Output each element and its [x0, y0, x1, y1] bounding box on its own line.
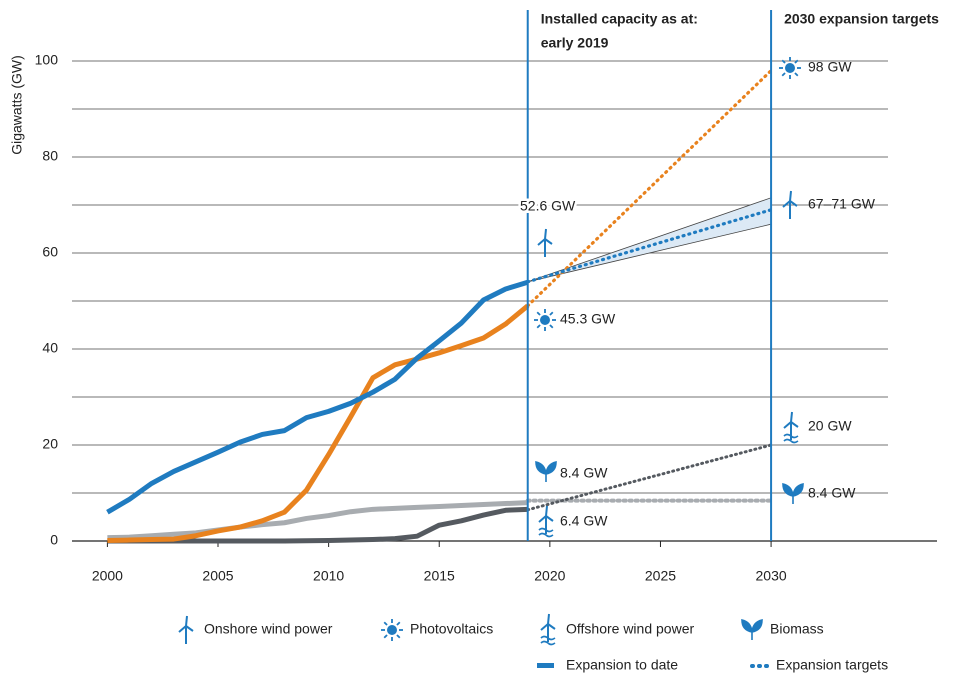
x-tick-label: 2010	[313, 568, 344, 584]
annotation: 20 GW	[808, 418, 852, 434]
legend-label: Biomass	[770, 621, 824, 637]
sun-icon	[387, 625, 397, 635]
leaf-icon	[782, 483, 804, 504]
sun-ray	[396, 621, 401, 626]
x-tick-label: 2020	[534, 568, 565, 584]
wind-icon	[540, 613, 556, 642]
legend-label: Expansion to date	[566, 657, 678, 673]
y-tick-label: 80	[42, 148, 58, 164]
annotation: 52.6 GW	[520, 198, 576, 214]
sun-icon	[785, 63, 795, 73]
legend-label: Offshore wind power	[566, 621, 694, 637]
wind-icon	[782, 190, 798, 219]
wind-icon	[538, 505, 554, 534]
sun-ray	[794, 59, 799, 64]
wind-icon	[783, 411, 799, 440]
sun-ray	[383, 634, 388, 639]
x-tick-label: 2000	[92, 568, 123, 584]
leaf-icon	[741, 619, 763, 640]
series-line	[107, 303, 530, 544]
annotation: 98 GW	[808, 59, 852, 75]
reference-label: early 2019	[541, 35, 609, 51]
sun-icon	[540, 315, 550, 325]
x-tick-label: 2005	[202, 568, 233, 584]
sun-ray	[396, 634, 401, 639]
series-line	[106, 279, 529, 515]
y-tick-label: 0	[50, 532, 58, 548]
legend-label: Expansion targets	[776, 657, 888, 673]
target-line	[526, 68, 773, 308]
annotation: 45.3 GW	[560, 311, 616, 327]
annotation: 6.4 GW	[560, 513, 608, 529]
y-axis-label: Gigawatts (GW)	[9, 55, 25, 155]
legend-label: Onshore wind power	[204, 621, 333, 637]
leaf-icon	[535, 461, 557, 482]
wave-icon	[783, 433, 799, 444]
legend-swatch-solid	[537, 663, 554, 668]
sun-ray	[383, 621, 388, 626]
annotation: 8.4 GW	[808, 485, 856, 501]
sun-ray	[536, 311, 541, 316]
legend-label: Photovoltaics	[410, 621, 493, 637]
icons	[178, 57, 804, 646]
sun-ray	[781, 59, 786, 64]
reference-label: Installed capacity as at:	[541, 11, 698, 27]
y-tick-label: 40	[42, 340, 58, 356]
wind-icon	[178, 615, 194, 644]
wind-icon	[537, 228, 553, 257]
target-line	[526, 208, 773, 284]
sun-ray	[549, 311, 554, 316]
target-line	[526, 443, 773, 512]
sun-ray	[536, 324, 541, 329]
annotation: 8.4 GW	[560, 465, 608, 481]
reference-label: 2030 expansion targets	[784, 11, 939, 27]
annotation: 67–71 GW	[808, 196, 876, 212]
wave-icon	[540, 635, 556, 646]
wave-icon	[538, 527, 554, 538]
series-line	[107, 500, 528, 541]
sun-ray	[549, 324, 554, 329]
sun-ray	[781, 72, 786, 77]
x-tick-label: 2025	[645, 568, 676, 584]
x-tick-label: 2030	[756, 568, 787, 584]
y-tick-label: 60	[42, 244, 58, 260]
sun-ray	[794, 72, 799, 77]
x-tick-label: 2015	[424, 568, 455, 584]
y-tick-label: 100	[35, 52, 59, 68]
y-tick-label: 20	[42, 436, 58, 452]
